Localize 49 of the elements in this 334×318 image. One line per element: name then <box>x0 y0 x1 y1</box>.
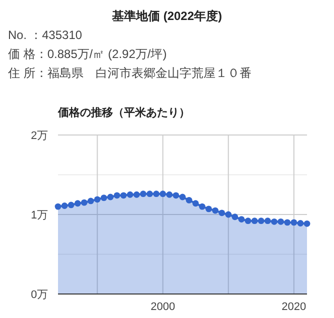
chart-subtitle: 価格の推移（平米あたり） <box>57 106 190 119</box>
point <box>107 194 114 200</box>
point <box>238 216 245 222</box>
point <box>153 190 160 198</box>
y-tick-label: 0万 <box>30 289 48 301</box>
point <box>264 218 271 224</box>
chart-title: 基準地価 (2022年度) <box>110 9 222 23</box>
point <box>146 190 153 198</box>
point <box>61 202 68 209</box>
point <box>225 211 232 218</box>
point <box>126 191 134 198</box>
point <box>166 191 173 198</box>
point <box>304 220 310 227</box>
y-tick-label: 2万 <box>30 130 48 142</box>
point <box>120 192 127 199</box>
point <box>218 210 226 216</box>
point <box>160 190 166 198</box>
point <box>297 220 304 226</box>
y-tick-label: 1万 <box>30 210 48 222</box>
x-tick-label: 2020 <box>282 301 306 313</box>
point <box>140 190 146 198</box>
point <box>100 194 108 202</box>
point <box>94 196 101 203</box>
point <box>251 218 258 224</box>
text: 価 格：0.885万/㎡ (2.92万/坪) <box>8 47 167 61</box>
point <box>172 192 180 199</box>
point <box>114 192 120 199</box>
point <box>244 218 252 224</box>
point <box>198 203 206 210</box>
point <box>192 200 199 207</box>
point <box>258 218 264 224</box>
point <box>232 214 238 220</box>
point <box>68 202 74 208</box>
point <box>186 196 192 204</box>
x-tick-label: 2000 <box>150 301 176 313</box>
text: No. ：435310 <box>8 28 82 42</box>
point <box>212 207 218 214</box>
point <box>271 218 278 225</box>
point <box>206 206 212 212</box>
point <box>284 219 291 226</box>
point <box>81 199 88 206</box>
point <box>290 219 298 226</box>
point <box>74 200 81 207</box>
text: 住 所：福島県 白河市表郷金山字荒屋１０番 <box>7 66 252 80</box>
point <box>54 203 62 210</box>
point <box>133 191 140 198</box>
point <box>179 194 186 200</box>
point <box>278 218 284 225</box>
point <box>88 198 94 204</box>
